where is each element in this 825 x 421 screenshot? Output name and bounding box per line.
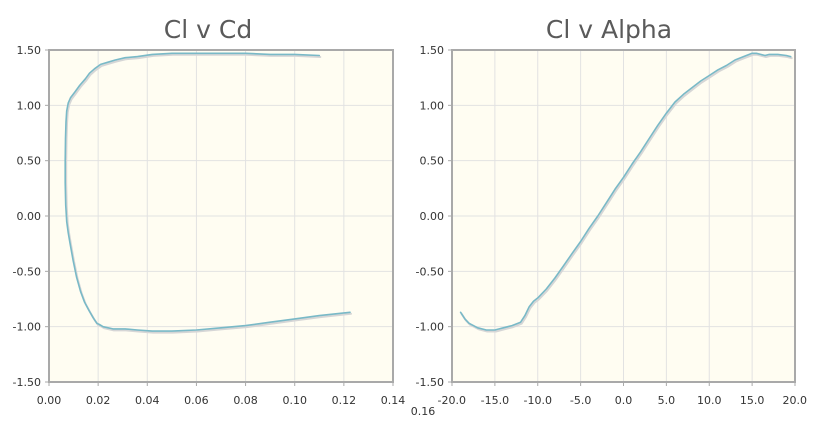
clcd-y-tick-label: -1.00	[13, 321, 41, 334]
clcd-x-tick-label: 0.14	[381, 394, 406, 407]
clcd-y-tick-label: 0.50	[17, 155, 42, 168]
clalpha-title: Cl v Alpha	[546, 15, 672, 44]
clcd-x-tick-label: 0.06	[184, 394, 209, 407]
clalpha-chart: Cl v Alpha -20.0 -15.0 -10.0 -5.0 0.0 5.0 10.0 1…	[416, 15, 807, 407]
clcd-y-tick-label: 1.00	[17, 99, 42, 112]
clalpha-y-tick-label: 0.00	[420, 210, 445, 223]
clalpha-plot-border	[451, 49, 796, 383]
clcd-series-shadow-0	[65, 53, 352, 334]
clcd-y-tick-label: -1.50	[13, 376, 41, 389]
clalpha-x-tick-label: -20.0	[438, 394, 466, 407]
clcd-plot-border	[48, 49, 394, 383]
clcd-x-tick-label: 0.02	[86, 394, 111, 407]
clalpha-x-tick-label: -5.0	[570, 394, 591, 407]
clalpha-y-tick-label: 1.00	[420, 99, 445, 112]
clalpha-x-tick-label: 0.0	[615, 394, 633, 407]
clcd-series-line-0	[64, 52, 351, 332]
clcd-x-tick-label: 0.10	[282, 394, 307, 407]
clcd-x-tick-label-extra: 0.16	[411, 405, 436, 418]
clalpha-y-tick-label: -1.50	[416, 376, 444, 389]
clalpha-series-line-0	[459, 52, 792, 331]
clcd-chart: Cl v Cd 0.00 0.02 0.04 0.06 0.08 0.10 0.12 0.14 0…	[13, 15, 436, 418]
clalpha-y-tick-label: -0.50	[416, 265, 444, 278]
clalpha-y-tick-label: -1.00	[416, 321, 444, 334]
clalpha-x-tick-label: 15.0	[740, 394, 765, 407]
clcd-y-tick-label: 0.00	[17, 210, 42, 223]
clcd-x-tick-label: 0.08	[233, 394, 258, 407]
clalpha-x-tick-label: -10.0	[524, 394, 552, 407]
clcd-y-tick-label: -0.50	[13, 265, 41, 278]
clalpha-series-shadow-0	[460, 53, 793, 333]
clalpha-x-tick-label: 5.0	[658, 394, 676, 407]
clcd-x-tick-label: 0.04	[135, 394, 160, 407]
clalpha-x-tick-label: 20.0	[783, 394, 808, 407]
clcd-y-tick-label: 1.50	[17, 44, 42, 57]
clalpha-x-tick-label: -15.0	[481, 394, 509, 407]
clcd-title: Cl v Cd	[164, 15, 252, 44]
clcd-x-tick-label: 0.12	[332, 394, 357, 407]
clcd-x-tick-label: 0.00	[37, 394, 62, 407]
clalpha-y-tick-label: 0.50	[420, 155, 445, 168]
clalpha-y-tick-label: 1.50	[420, 44, 445, 57]
clalpha-x-tick-label: 10.0	[697, 394, 722, 407]
